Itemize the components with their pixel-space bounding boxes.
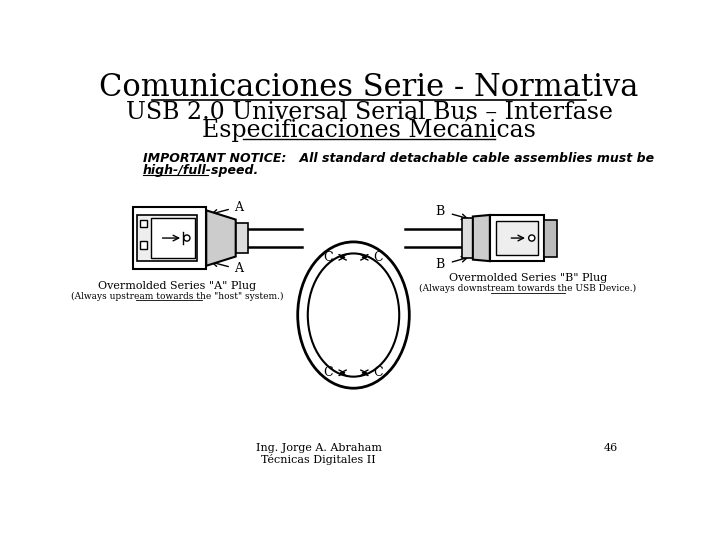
Text: B: B xyxy=(436,205,445,218)
Text: C: C xyxy=(324,366,333,379)
Bar xyxy=(132,207,206,269)
Text: 46: 46 xyxy=(603,443,618,453)
Text: C: C xyxy=(374,251,383,264)
Bar xyxy=(140,220,147,227)
Bar xyxy=(235,222,248,253)
Text: C: C xyxy=(324,251,333,264)
Text: IMPORTANT NOTICE:   All standard detachable cable assemblies must be: IMPORTANT NOTICE: All standard detachabl… xyxy=(143,152,654,165)
Text: (Always downstream towards the USB Device.): (Always downstream towards the USB Devic… xyxy=(419,284,636,293)
Bar xyxy=(138,215,197,261)
Ellipse shape xyxy=(297,242,409,388)
Circle shape xyxy=(184,235,190,241)
Text: (Always upstream towards the "host" system.): (Always upstream towards the "host" syst… xyxy=(71,292,283,301)
Text: Especificaciones Mecánicas: Especificaciones Mecánicas xyxy=(202,117,536,142)
Polygon shape xyxy=(206,211,235,266)
Bar xyxy=(490,215,544,261)
Bar xyxy=(140,241,147,249)
Ellipse shape xyxy=(307,253,399,377)
Polygon shape xyxy=(473,215,490,261)
Text: B: B xyxy=(436,258,445,271)
Circle shape xyxy=(528,235,535,241)
Text: C: C xyxy=(374,366,383,379)
Text: Técnicas Digitales II: Técnicas Digitales II xyxy=(261,454,376,464)
Text: USB 2.0 Universal Serial Bus – Interfase: USB 2.0 Universal Serial Bus – Interfase xyxy=(125,101,613,124)
Text: Comunicaciones Serie - Normativa: Comunicaciones Serie - Normativa xyxy=(99,72,639,103)
Text: Overmolded Series "B" Plug: Overmolded Series "B" Plug xyxy=(449,273,607,283)
Bar xyxy=(544,220,557,256)
Text: high-/full-speed.: high-/full-speed. xyxy=(143,164,259,177)
Text: A: A xyxy=(234,201,243,214)
Bar xyxy=(151,218,195,258)
Bar xyxy=(462,218,473,258)
Text: Overmolded Series "A" Plug: Overmolded Series "A" Plug xyxy=(98,281,256,291)
Bar xyxy=(496,221,538,255)
Text: Ing. Jorge A. Abraham: Ing. Jorge A. Abraham xyxy=(256,443,382,453)
Text: A: A xyxy=(234,262,243,275)
